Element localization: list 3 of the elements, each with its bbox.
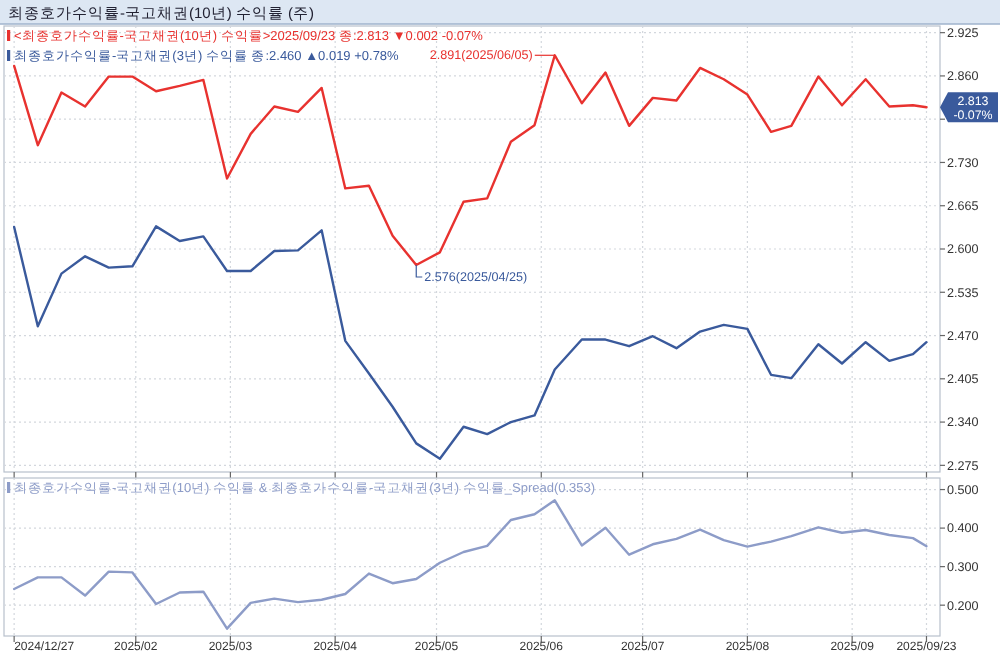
line-series (12, 225, 928, 460)
line-series (12, 499, 928, 630)
line-series (12, 54, 928, 267)
